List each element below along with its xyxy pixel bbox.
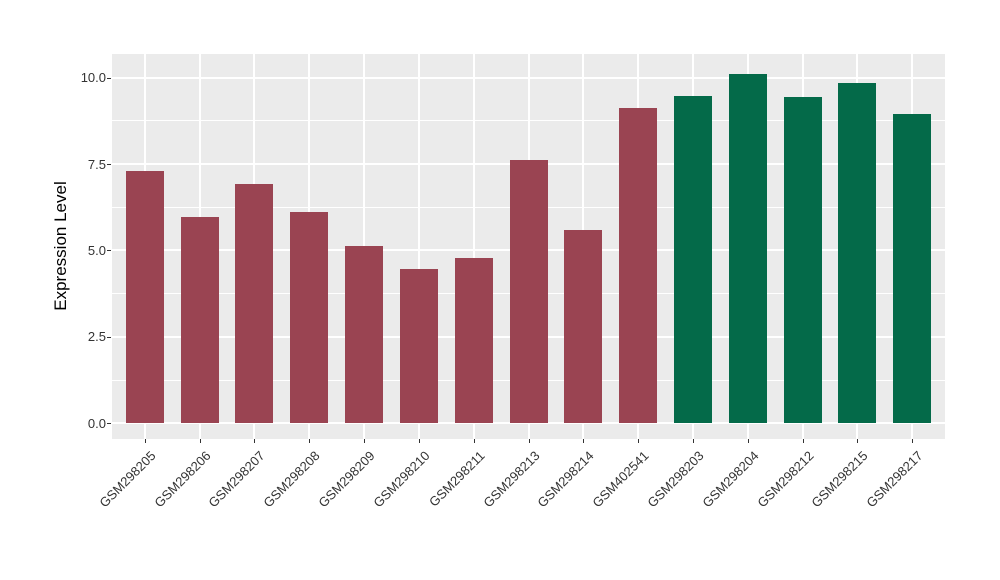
bar-GSM298214 xyxy=(564,230,603,424)
x-tick-mark xyxy=(418,439,420,443)
y-tick-mark xyxy=(107,423,111,425)
y-tick-mark xyxy=(107,77,111,79)
x-tick-mark xyxy=(912,439,914,443)
bar-GSM298206 xyxy=(180,216,219,424)
x-tick-mark xyxy=(473,439,475,443)
x-tick-mark xyxy=(802,439,804,443)
bar-GSM298204 xyxy=(728,74,767,424)
y-tick-label: 10.0 xyxy=(80,70,106,86)
vertical-gridline xyxy=(472,54,475,439)
x-tick-mark xyxy=(857,439,859,443)
bar-GSM298213 xyxy=(509,159,548,424)
x-tick-mark xyxy=(528,439,530,443)
x-tick-mark xyxy=(747,439,749,443)
bar-GSM298208 xyxy=(290,211,329,424)
vertical-gridline xyxy=(417,54,420,439)
y-tick-mark xyxy=(107,164,111,165)
y-tick-label: 2.5 xyxy=(87,329,106,345)
x-tick-mark xyxy=(364,439,366,443)
y-tick-mark xyxy=(107,336,111,338)
y-tick-mark xyxy=(107,250,111,252)
bar-GSM298212 xyxy=(783,96,822,424)
bar-GSM298210 xyxy=(399,268,438,424)
y-tick-label: 5.0 xyxy=(87,242,106,258)
x-tick-mark xyxy=(199,439,201,443)
bar-GSM298205 xyxy=(125,170,164,424)
x-tick-mark xyxy=(144,439,146,443)
bar-GSM298207 xyxy=(235,184,274,424)
bar-GSM298203 xyxy=(673,95,712,424)
bar-GSM298211 xyxy=(454,258,493,424)
y-tick-label: 7.5 xyxy=(87,156,106,172)
x-tick-mark xyxy=(254,439,256,443)
x-tick-mark xyxy=(638,439,640,443)
x-tick-mark xyxy=(692,439,694,443)
x-tick-mark xyxy=(583,439,585,443)
bar-GSM298209 xyxy=(345,246,384,424)
bar-GSM402541 xyxy=(619,107,658,424)
y-tick-label: 0.0 xyxy=(87,415,106,431)
bar-GSM298215 xyxy=(838,83,877,424)
plot-panel xyxy=(112,54,945,439)
bar-GSM298217 xyxy=(893,114,932,424)
x-tick-mark xyxy=(309,439,311,443)
